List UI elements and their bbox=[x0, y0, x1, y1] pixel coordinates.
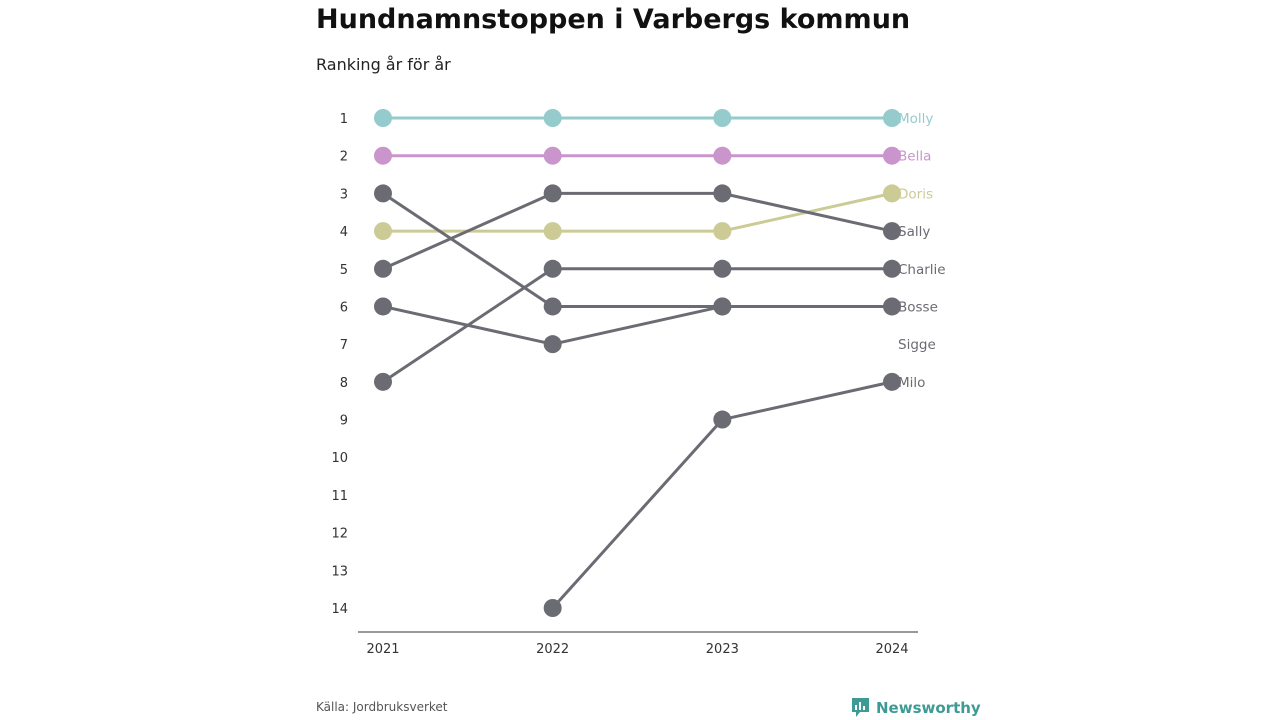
data-point bbox=[713, 109, 732, 127]
y-tick-label: 6 bbox=[340, 300, 348, 315]
data-point bbox=[713, 184, 732, 203]
brand-logo: Newsworthy bbox=[851, 697, 981, 718]
y-tick-label: 2 bbox=[340, 150, 348, 165]
series-label: Bosse bbox=[898, 299, 938, 315]
bar-chart-logo-icon bbox=[852, 698, 869, 717]
series-line-segment bbox=[551, 304, 724, 346]
data-point bbox=[883, 109, 901, 127]
series-labels: Molly Bella Doris Sally Charlie Bosse Sigge Mil… bbox=[898, 111, 946, 391]
series-line-segment bbox=[381, 304, 555, 346]
data-point bbox=[713, 297, 732, 316]
data-point bbox=[883, 372, 901, 391]
series-label: Sally bbox=[898, 224, 930, 240]
x-tick-label: 2024 bbox=[875, 642, 908, 657]
series-label: Doris bbox=[898, 186, 933, 202]
data-point bbox=[543, 222, 562, 241]
data-point bbox=[883, 222, 901, 241]
y-tick-label: 4 bbox=[340, 225, 348, 240]
chart-subtitle: Ranking år för år bbox=[316, 55, 451, 74]
data-point bbox=[374, 109, 392, 127]
data-point bbox=[543, 335, 562, 354]
data-point bbox=[543, 297, 562, 316]
y-tick-label: 3 bbox=[340, 187, 348, 202]
series-label: Charlie bbox=[898, 262, 946, 278]
x-tick-label: 2021 bbox=[366, 642, 399, 657]
chart-title: Hundnamnstoppen i Varbergs kommun bbox=[316, 4, 911, 35]
y-tick-label: 13 bbox=[331, 564, 348, 579]
y-tick-label: 10 bbox=[331, 451, 348, 466]
data-point bbox=[374, 259, 392, 278]
series-line-segment bbox=[720, 380, 894, 422]
series-line-segment bbox=[381, 191, 555, 308]
y-tick-label: 1 bbox=[340, 112, 348, 127]
data-point bbox=[713, 410, 732, 429]
series-label: Sigge bbox=[898, 337, 936, 353]
x-tick-label: 2023 bbox=[706, 642, 739, 657]
series-line-segment bbox=[720, 191, 894, 233]
data-point bbox=[543, 259, 562, 278]
data-point bbox=[374, 184, 392, 203]
data-point bbox=[543, 109, 562, 127]
series-label: Bella bbox=[898, 149, 931, 165]
y-tick-label: 12 bbox=[331, 527, 348, 542]
y-tick-label: 7 bbox=[340, 338, 348, 353]
data-point bbox=[883, 184, 901, 203]
series-line-segment bbox=[381, 191, 555, 271]
data-point bbox=[543, 184, 562, 203]
data-point bbox=[883, 297, 901, 316]
y-tick-label: 14 bbox=[331, 602, 348, 617]
series-line-segment bbox=[551, 418, 724, 610]
data-point bbox=[374, 297, 392, 316]
brand-name: Newsworthy bbox=[876, 698, 981, 717]
data-point bbox=[543, 599, 562, 617]
data-point bbox=[374, 372, 392, 391]
data-point bbox=[713, 222, 732, 241]
data-point bbox=[883, 259, 901, 278]
x-axis-ticks: 2021 2022 2023 2024 bbox=[366, 642, 908, 657]
data-point bbox=[374, 222, 392, 241]
series-points bbox=[374, 109, 901, 617]
y-tick-label: 8 bbox=[340, 376, 348, 391]
y-tick-label: 11 bbox=[331, 489, 348, 504]
x-tick-label: 2022 bbox=[536, 642, 569, 657]
source-note: Källa: Jordbruksverket bbox=[316, 700, 448, 714]
data-point bbox=[713, 146, 732, 165]
data-point bbox=[374, 146, 392, 165]
y-tick-label: 9 bbox=[340, 414, 348, 429]
series-label: Molly bbox=[898, 111, 933, 127]
data-point bbox=[713, 259, 732, 278]
data-point bbox=[543, 146, 562, 165]
y-tick-label: 5 bbox=[340, 263, 348, 278]
series-label: Milo bbox=[898, 375, 925, 391]
series-lines bbox=[381, 116, 894, 610]
data-point bbox=[883, 146, 901, 165]
